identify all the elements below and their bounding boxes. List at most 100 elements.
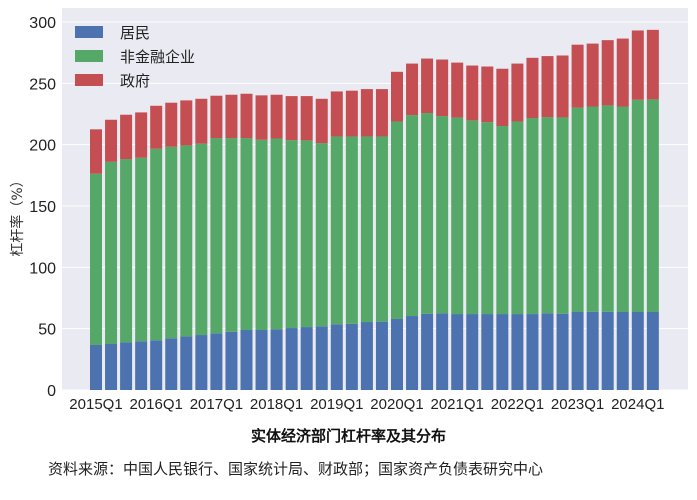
legend-label: 非金融企业 [120,48,195,66]
bar-segment-政府-2023Q3 [601,40,614,106]
bar-segment-居民-2023Q2 [586,311,599,390]
y-tick-label: 250 [29,76,56,93]
bar-segment-居民-2019Q4 [375,321,388,390]
bar-segment-政府-2018Q2 [285,96,298,141]
bar-segment-政府-2020Q3 [421,58,434,114]
bar-segment-非金融企业-2019Q4 [375,136,388,322]
bar-segment-居民-2022Q1 [511,314,524,390]
bar-segment-非金融企业-2017Q2 [225,138,238,332]
bar-segment-非金融企业-2023Q4 [616,106,629,312]
bar-segment-居民-2016Q3 [180,336,193,390]
bar-segment-政府-2021Q4 [496,68,509,127]
x-tick-label: 2019Q1 [310,396,363,413]
x-tick-label: 2015Q1 [69,396,122,413]
bar-segment-政府-2024Q1 [631,30,644,100]
bar-segment-政府-2017Q1 [210,95,223,139]
bar-segment-政府-2016Q3 [180,100,193,146]
bar-segment-政府-2023Q4 [616,38,629,107]
bar-segment-居民-2015Q3 [120,342,133,390]
bar-segment-居民-2020Q3 [421,313,434,390]
bar-segment-政府-2015Q3 [120,114,133,160]
bar-segment-居民-2015Q4 [135,341,148,390]
bar-segment-非金融企业-2022Q4 [556,117,569,314]
bar-segment-政府-2017Q2 [225,94,238,139]
bar-segment-居民-2023Q1 [571,311,584,390]
y-tick-label: 150 [29,199,56,216]
bar-segment-居民-2022Q4 [556,313,569,390]
bar-segment-政府-2023Q1 [571,44,584,108]
bar-segment-政府-2017Q3 [240,93,253,139]
legend-swatch [75,74,103,86]
bar-segment-政府-2015Q1 [90,129,102,174]
bar-segment-非金融企业-2020Q1 [391,121,403,319]
bar-segment-居民-2018Q3 [300,327,313,390]
bar-segment-非金融企业-2021Q4 [496,126,509,315]
bar-segment-居民-2023Q3 [601,311,614,390]
bar-segment-居民-2018Q4 [315,326,328,390]
bar-segment-非金融企业-2015Q2 [105,161,118,344]
bar-segment-非金融企业-2022Q3 [541,117,554,314]
bar-segment-非金融企业-2020Q3 [421,113,434,314]
bar-segment-居民-2021Q4 [496,314,509,390]
bar-segment-政府-2016Q4 [195,98,208,144]
bar-segment-政府-2023Q2 [586,43,599,107]
bar-segment-政府-2020Q4 [436,59,449,117]
bar-segment-非金融企业-2020Q4 [436,116,449,314]
y-tick-label: 300 [29,15,56,32]
legend-label: 居民 [120,24,150,42]
bar-segment-非金融企业-2024Q1 [631,99,644,312]
legend-label: 政府 [120,72,150,90]
bar-segment-非金融企业-2017Q1 [210,138,223,334]
bar-segment-居民-2022Q3 [541,313,554,390]
bar-segment-非金融企业-2020Q2 [406,115,419,317]
bar-segment-政府-2017Q4 [255,95,268,140]
bar-segment-居民-2018Q1 [270,329,283,390]
bar-segment-政府-2020Q1 [391,71,403,122]
bar-segment-居民-2017Q1 [210,333,223,390]
bar-segment-居民-2022Q2 [526,314,539,390]
bar-segment-政府-2015Q2 [105,119,118,162]
bar-segment-政府-2016Q2 [165,102,178,147]
bar-segment-非金融企业-2016Q3 [180,145,193,337]
bar-segment-政府-2018Q3 [300,96,313,141]
bar-segment-非金融企业-2023Q3 [601,105,614,312]
bar-segment-居民-2019Q2 [345,323,358,390]
bar-segment-居民-2020Q2 [406,316,419,390]
bar-segment-政府-2022Q2 [526,57,539,119]
bar-segment-居民-2020Q4 [436,313,449,390]
bar-segment-居民-2017Q3 [240,330,253,390]
bar-segment-居民-2023Q4 [616,311,629,390]
y-tick-label: 50 [38,322,56,339]
bar-segment-政府-2020Q2 [406,63,419,116]
bar-segment-非金融企业-2018Q1 [270,138,283,330]
bar-segment-居民-2016Q4 [195,335,208,390]
bar-segment-居民-2016Q2 [165,338,178,390]
source-note: 资料来源：中国人民银行、国家统计局、财政部；国家资产负债表研究中心 [48,460,544,478]
bar-segment-非金融企业-2022Q1 [511,121,524,315]
y-axis-label: 杠杆率（%） [9,173,26,256]
bar-segment-非金融企业-2017Q3 [240,138,253,331]
bar-segment-居民-2021Q3 [481,314,494,390]
bar-segment-非金融企业-2023Q1 [571,107,584,312]
bar-segment-政府-2018Q4 [315,98,328,144]
chart-title: 实体经济部门杠杆率及其分布 [250,427,446,445]
x-tick-label: 2017Q1 [190,396,243,413]
bar-segment-政府-2015Q4 [135,112,148,158]
y-tick-label: 0 [47,383,56,400]
bar-segment-政府-2019Q3 [360,89,373,137]
bar-segment-非金融企业-2019Q2 [345,136,358,324]
bar-segment-居民-2016Q1 [150,340,163,390]
x-tick-label: 2016Q1 [130,396,183,413]
x-tick-label: 2023Q1 [551,396,604,413]
bar-segment-非金融企业-2019Q3 [360,136,373,323]
x-tick-label: 2018Q1 [250,396,303,413]
bar-segment-政府-2021Q1 [451,62,464,118]
bar-segment-非金融企业-2021Q3 [481,122,494,315]
bar-segment-非金融企业-2018Q4 [315,143,328,327]
bar-segment-居民-2017Q4 [255,330,268,390]
y-tick-label: 200 [29,138,56,155]
bar-segment-非金融企业-2021Q2 [466,120,479,315]
bar-segment-政府-2019Q2 [345,90,358,137]
bar-segment-非金融企业-2015Q4 [135,157,148,342]
